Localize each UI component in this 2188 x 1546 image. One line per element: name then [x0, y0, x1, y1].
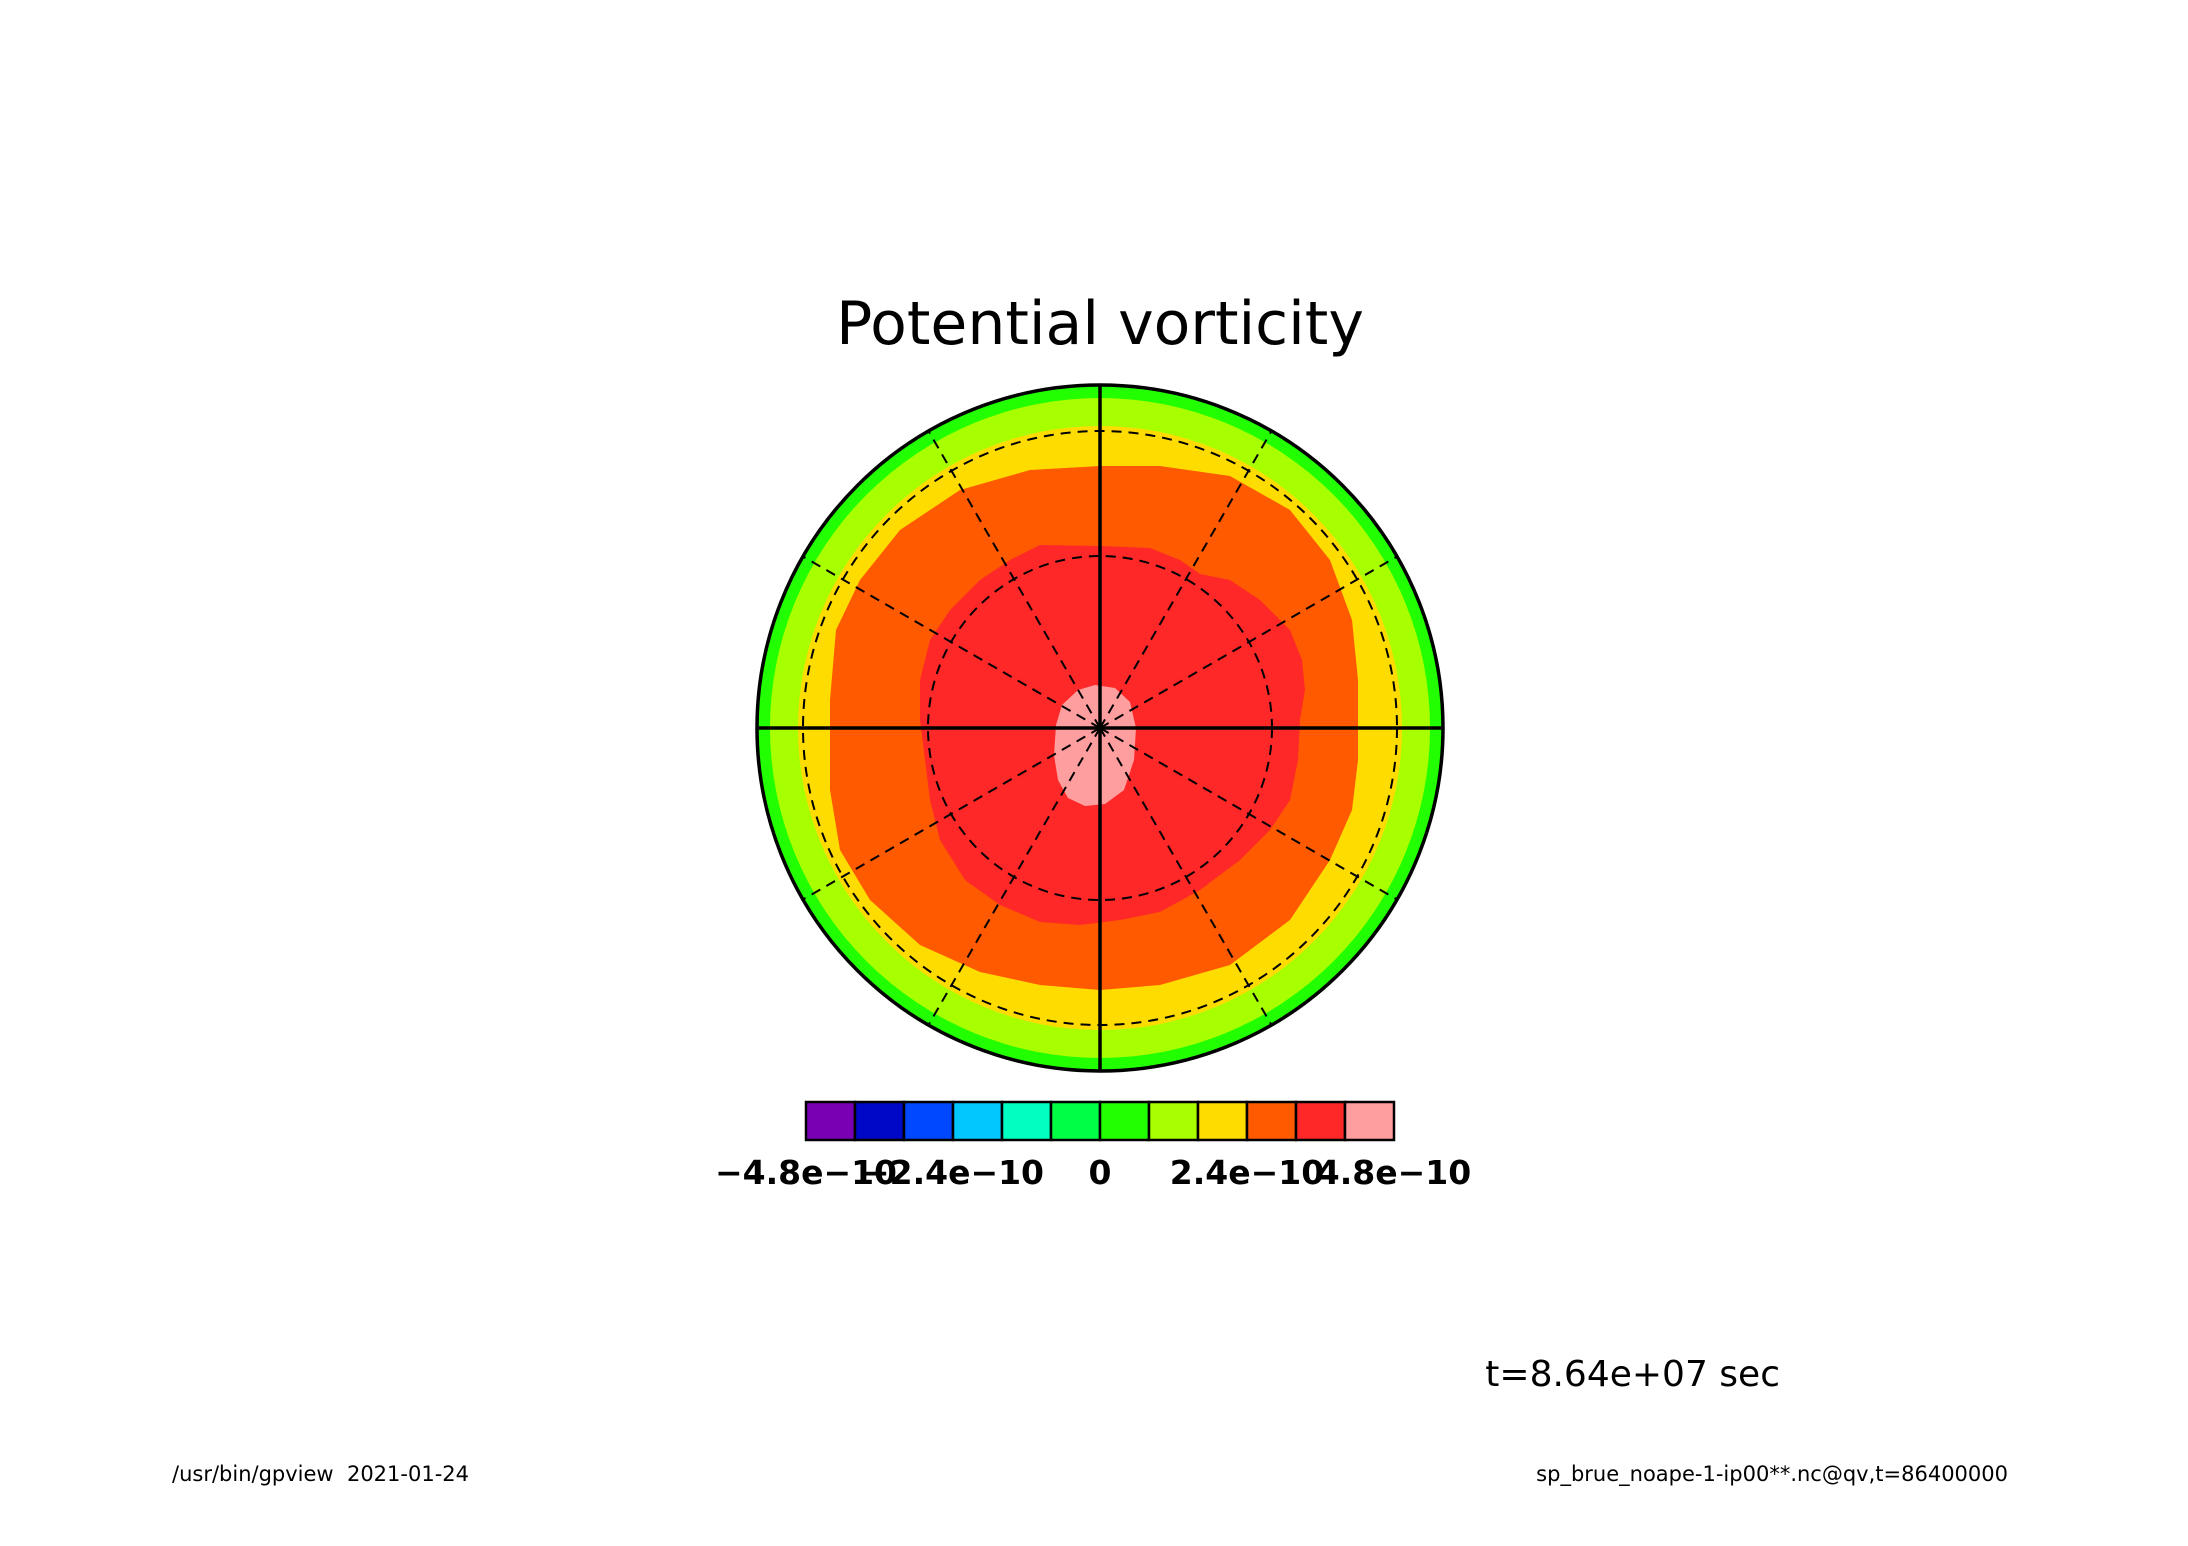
colorbar-tick-label-3: 2.4e−10: [1170, 1153, 1324, 1192]
colorbar-tick-label-4: 4.8e−10: [1317, 1153, 1471, 1192]
colorbar-labels: −4.8e−10−2.4e−10 0 2.4e−104.8e−10: [715, 1153, 1471, 1192]
level-band-pink: [1054, 685, 1136, 806]
meridians: [802, 430, 1398, 1026]
footer-right: sp_brue_noape-1-ip00**.nc@qv,t=86400000: [1536, 1462, 2008, 1487]
colorbar-swatch-9: [1245, 1100, 1298, 1142]
meridian-line-300: [1099, 727, 1273, 1026]
colorbar-tick-label-2: 0: [1089, 1153, 1112, 1192]
colorbar-swatch-0: [804, 1100, 857, 1142]
meridian-line-120: [927, 430, 1101, 729]
meridian-line-240: [927, 727, 1101, 1026]
footer-left: /usr/bin/gpview 2021-01-24: [172, 1462, 469, 1486]
meridian-line-60: [1099, 430, 1273, 729]
colorbar-swatch-8: [1196, 1100, 1249, 1142]
colorbar-tick-label-0: −4.8e−10: [715, 1153, 897, 1192]
colorbar-swatch-6: [1098, 1100, 1151, 1142]
meridian-line-150: [802, 555, 1101, 729]
meridian-line-330: [1099, 727, 1398, 901]
main-axes: [757, 385, 1443, 1071]
colorbar-swatch-2: [902, 1100, 955, 1142]
colorbar-swatch-1: [853, 1100, 906, 1142]
disk-outline: [755, 383, 1445, 1073]
colorbar-swatch-4: [1000, 1100, 1053, 1142]
chart-title: Potential vorticity: [836, 289, 1364, 359]
colorbar-tick-label-1: −2.4e−10: [862, 1153, 1044, 1192]
time-label: t=8.64e+07 sec: [1485, 1354, 1780, 1395]
colorbar-swatch-7: [1147, 1100, 1200, 1142]
colorbar-swatch-3: [951, 1100, 1004, 1142]
colorbar-swatch-5: [1049, 1100, 1102, 1142]
colorbar: [804, 1100, 1396, 1142]
colorbar-swatch-10: [1294, 1100, 1347, 1142]
meridian-line-30: [1099, 555, 1398, 729]
colorbar-swatch-11: [1343, 1100, 1396, 1142]
meridian-line-210: [802, 727, 1101, 901]
